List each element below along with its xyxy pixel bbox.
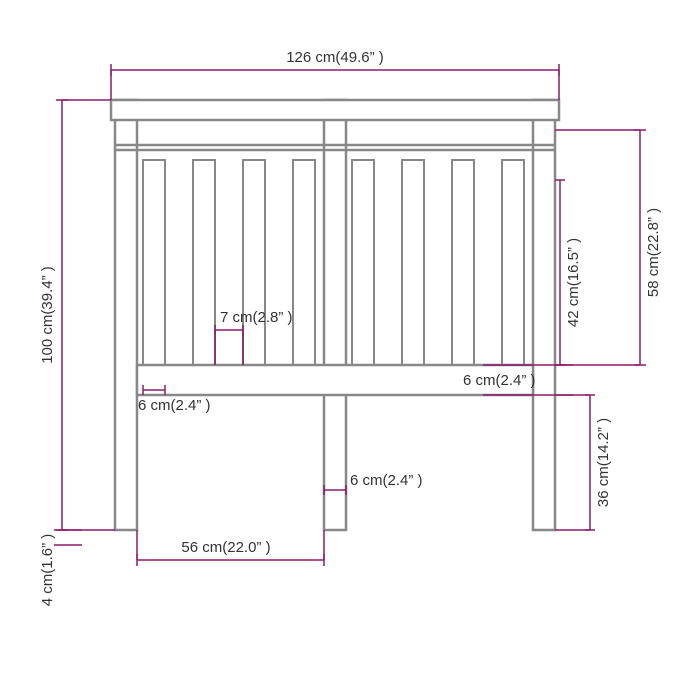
- slat: [352, 160, 374, 365]
- dim-width-top: 126 cm(49.6” ): [286, 49, 384, 66]
- dim-panel-height: 42 cm(16.5” ): [565, 238, 582, 327]
- slat: [243, 160, 265, 365]
- dim-rail-height-right: 6 cm(2.4” ): [463, 372, 536, 389]
- slat: [452, 160, 474, 365]
- slat: [293, 160, 315, 365]
- dim-leg-height: 36 cm(14.2” ): [595, 418, 612, 507]
- slat: [143, 160, 165, 365]
- left-post: [115, 100, 137, 530]
- dim-height-left: 100 cm(39.4” ): [39, 266, 56, 364]
- right-post: [533, 100, 555, 530]
- dim-half-width: 56 cm(22.0” ): [181, 539, 270, 556]
- slat: [402, 160, 424, 365]
- dim-upper-height: 58 cm(22.8” ): [645, 208, 662, 297]
- dim-slat-width: 6 cm(2.4” ): [138, 397, 211, 414]
- center-post: [324, 100, 346, 530]
- dim-post-width: 6 cm(2.4” ): [350, 472, 423, 489]
- slat: [502, 160, 524, 365]
- top-cap: [111, 100, 559, 120]
- slat: [193, 160, 215, 365]
- dim-slat-gap: 7 cm(2.8” ): [220, 309, 293, 326]
- dim-depth: 4 cm(1.6” ): [39, 534, 56, 607]
